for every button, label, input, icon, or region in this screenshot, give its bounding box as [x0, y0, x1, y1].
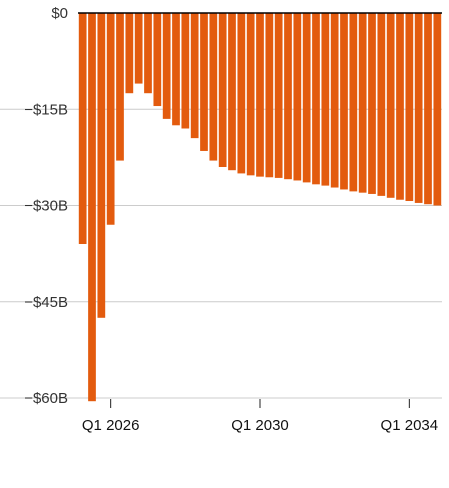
x-tick-label: Q1 2030	[231, 417, 289, 434]
bar	[284, 13, 292, 180]
bar	[162, 13, 171, 119]
y-tick-label: −$45B	[24, 294, 68, 311]
bar	[293, 13, 302, 181]
bar	[302, 13, 311, 183]
bar	[218, 13, 227, 167]
bar	[377, 13, 386, 196]
bar	[116, 13, 124, 161]
bar	[312, 13, 320, 185]
bar	[209, 13, 218, 161]
y-tick-label: −$30B	[24, 198, 68, 215]
y-tick-label: −$15B	[24, 101, 68, 118]
bar	[97, 13, 106, 318]
bar	[396, 13, 404, 200]
bar	[349, 13, 358, 192]
bar	[321, 13, 330, 186]
bar	[237, 13, 246, 174]
bar	[134, 13, 143, 84]
bar	[358, 13, 367, 193]
bar	[78, 13, 87, 244]
bar	[200, 13, 208, 151]
y-tick-label: $0	[51, 5, 68, 22]
bar	[265, 13, 274, 178]
bar	[330, 13, 339, 188]
bars	[78, 13, 442, 402]
bar	[144, 13, 152, 94]
bar	[340, 13, 348, 190]
bar	[106, 13, 115, 225]
bar	[274, 13, 283, 178]
bar	[172, 13, 180, 126]
bar	[190, 13, 199, 139]
x-tick-label: Q1 2026	[82, 417, 140, 434]
y-axis-ticks: $0 −$15B −$30B −$45B −$60B	[24, 5, 68, 407]
bar	[228, 13, 236, 171]
bar	[433, 13, 442, 206]
bar	[153, 13, 162, 107]
bar	[368, 13, 376, 194]
bar	[386, 13, 395, 198]
bar	[181, 13, 190, 129]
bar	[414, 13, 423, 203]
bar	[125, 13, 134, 94]
bar	[405, 13, 414, 202]
bar	[424, 13, 432, 205]
x-axis-ticks: Q1 2026 Q1 2030 Q1 2034	[82, 399, 438, 434]
bar	[256, 13, 264, 177]
bar	[246, 13, 255, 176]
x-tick-label: Q1 2034	[381, 417, 439, 434]
bar	[88, 13, 96, 402]
y-tick-label: −$60B	[24, 390, 68, 407]
